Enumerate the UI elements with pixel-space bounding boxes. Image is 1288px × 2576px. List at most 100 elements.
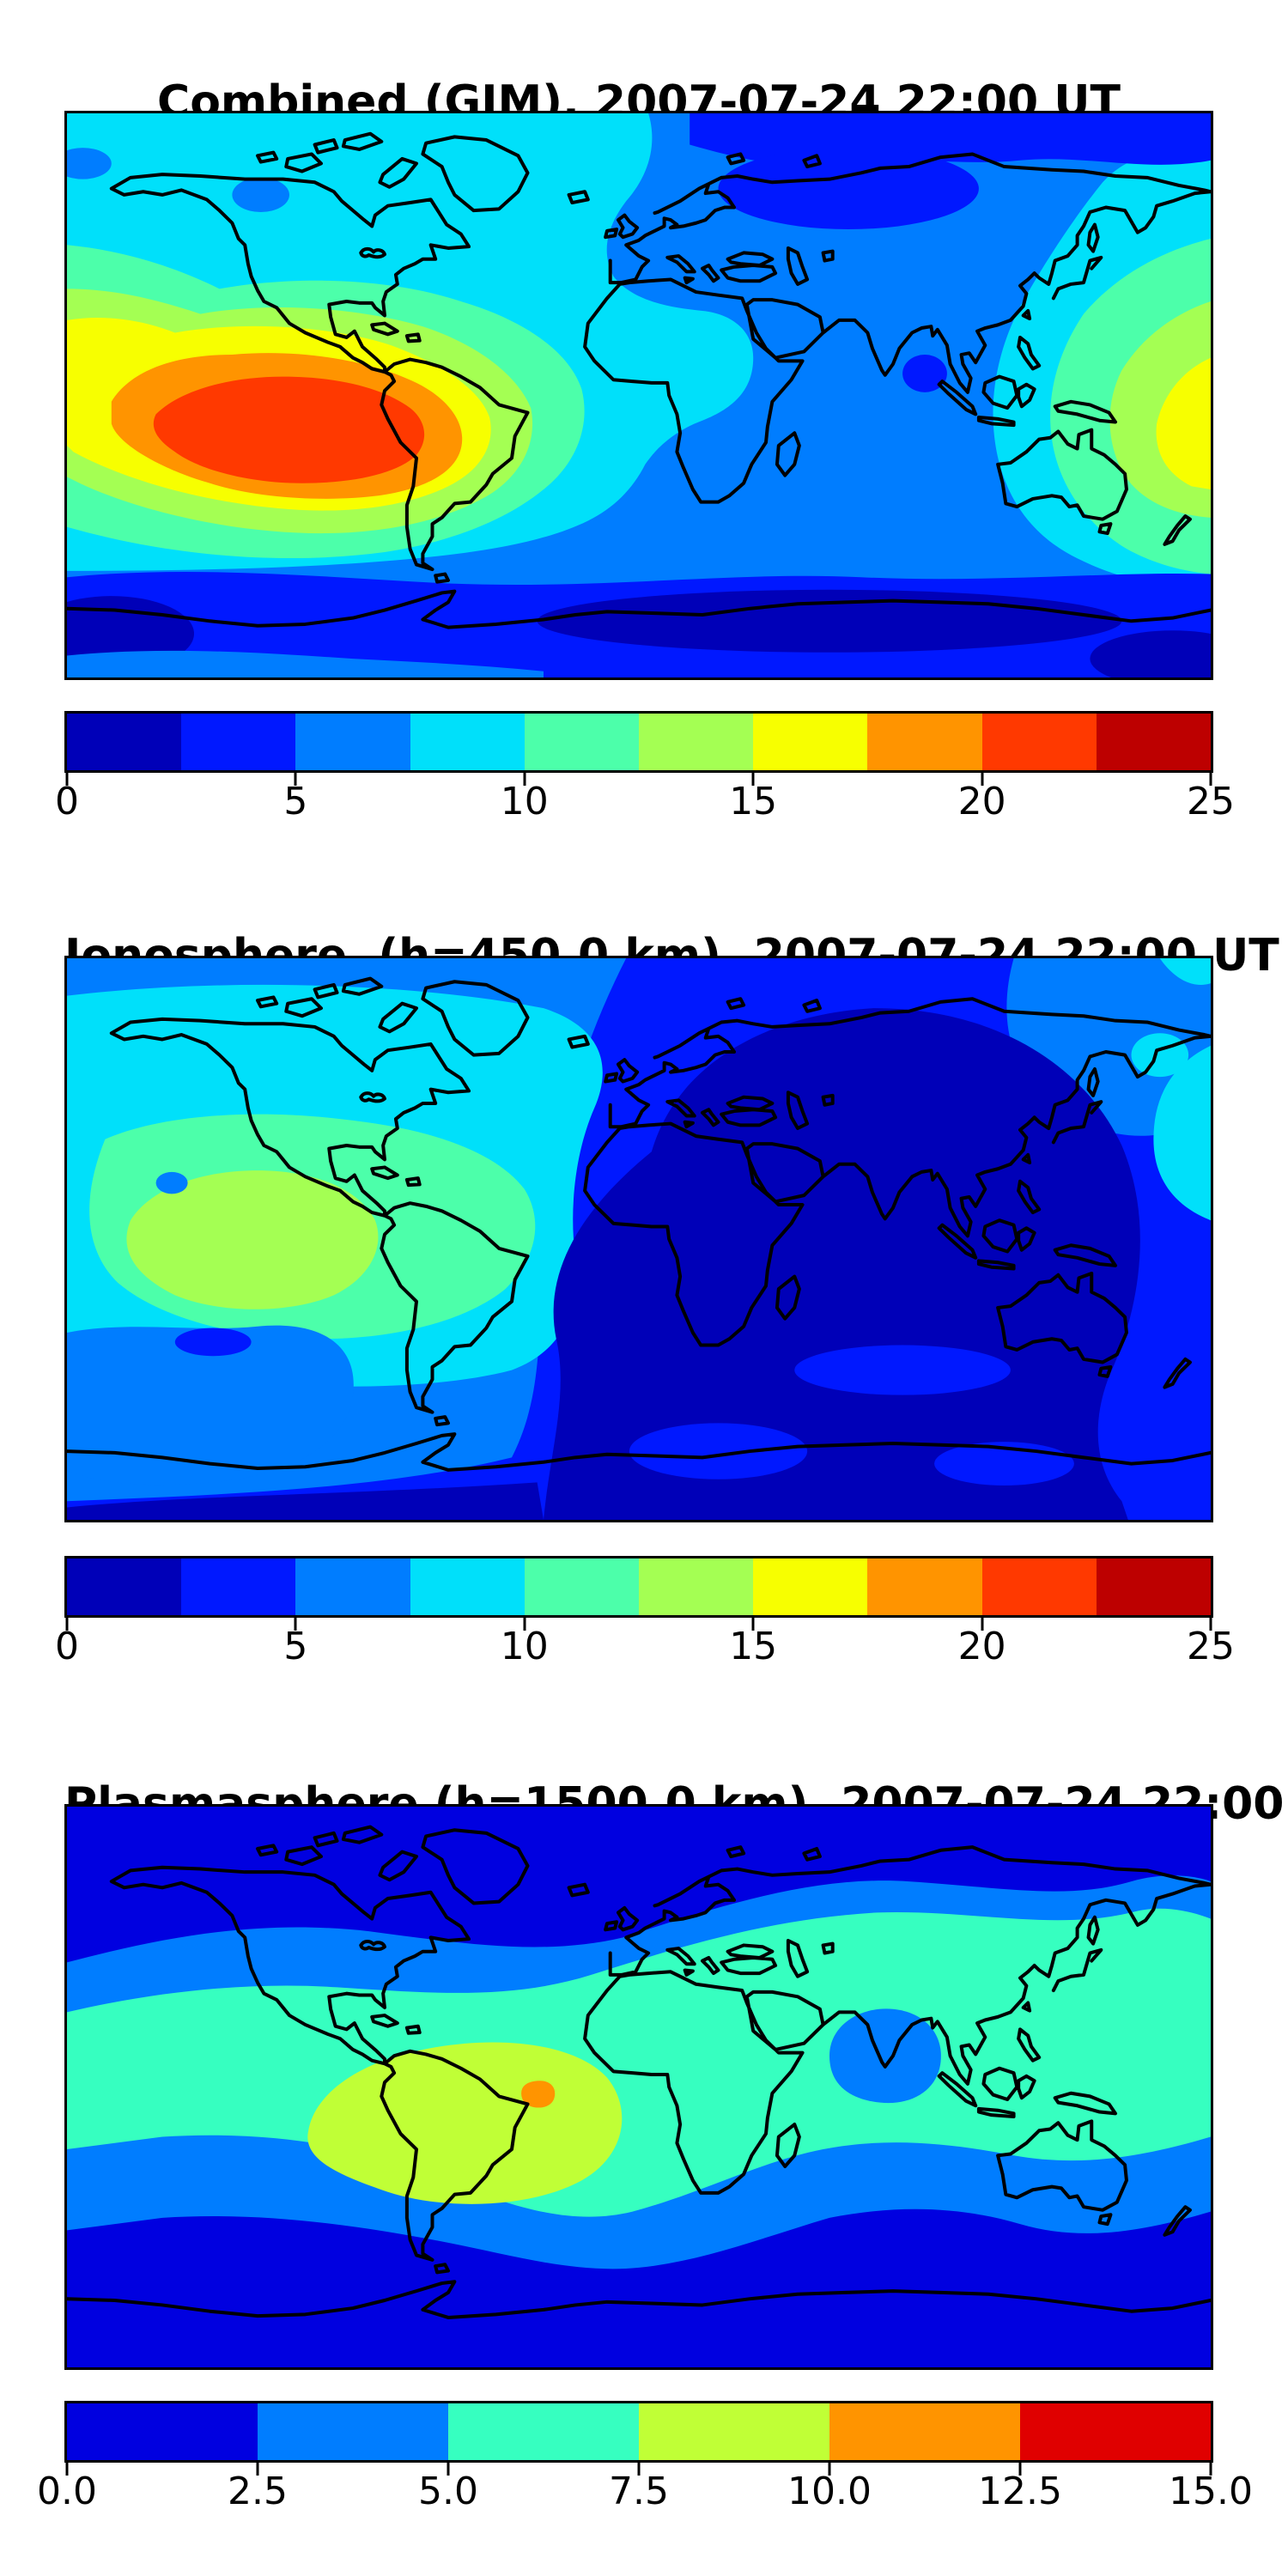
colorbar-tick-label: 5.0 bbox=[418, 2470, 478, 2513]
contour-region bbox=[794, 1345, 1011, 1395]
colorbar-segment bbox=[295, 714, 410, 770]
contour-region bbox=[718, 148, 979, 230]
colorbar-labels-plasmasphere: 0.0 2.5 5.0 7.5 10.0 12.5 15.0 bbox=[37, 2470, 1253, 2518]
colorbar-segment bbox=[295, 1558, 410, 1615]
colorbar-segment bbox=[981, 1558, 1097, 1615]
colorbar-tick bbox=[751, 773, 755, 786]
colorbar-tick-label: 0.0 bbox=[37, 2470, 97, 2513]
colorbar-segment bbox=[639, 1558, 754, 1615]
colorbar-tick bbox=[65, 2463, 69, 2476]
contour-region bbox=[67, 1482, 544, 1520]
contour-region bbox=[1153, 1045, 1211, 1221]
colorbar-tick bbox=[981, 773, 984, 786]
colorbar-segment bbox=[524, 714, 640, 770]
colorbar-tick-label: 15 bbox=[729, 780, 778, 823]
colorbar-combined bbox=[64, 711, 1213, 773]
colorbar-tick-label: 0 bbox=[55, 1625, 79, 1668]
colorbar-plasmasphere bbox=[64, 2401, 1213, 2463]
colorbar-segment bbox=[753, 714, 868, 770]
colorbar-segment bbox=[1096, 714, 1212, 770]
colorbar-tick-label: 10.0 bbox=[787, 2470, 872, 2513]
coastline-path bbox=[67, 134, 1211, 628]
colorbar-tick bbox=[1209, 2463, 1212, 2476]
colorbar-tick bbox=[981, 1618, 984, 1631]
colorbar-tick-label: 15.0 bbox=[1169, 2470, 1253, 2513]
contour-region bbox=[155, 1171, 188, 1194]
colorbar-tick bbox=[1018, 2463, 1022, 2476]
colorbar-segment bbox=[867, 1558, 982, 1615]
colorbar-segment bbox=[753, 1558, 868, 1615]
contour-region bbox=[174, 1327, 252, 1357]
colorbar-segment bbox=[1096, 1558, 1212, 1615]
contour-region bbox=[829, 2008, 941, 2104]
colorbar-labels-ionosphere: 0 5 10 15 20 25 bbox=[55, 1625, 1235, 1673]
colorbar-tick bbox=[256, 2463, 259, 2476]
colorbar-segment bbox=[981, 714, 1097, 770]
contour-region bbox=[67, 148, 112, 179]
colorbar-ticks-combined bbox=[65, 773, 1212, 787]
colorbar-segment bbox=[67, 714, 182, 770]
world-map-plasmasphere bbox=[67, 1807, 1211, 2367]
colorbar-segment bbox=[258, 2403, 448, 2460]
colorbar-segment bbox=[524, 1558, 640, 1615]
world-map-ionosphere bbox=[67, 958, 1211, 1520]
colorbar-tick-label: 15 bbox=[729, 1625, 778, 1668]
contour-region bbox=[1090, 630, 1211, 677]
colorbar-tick bbox=[751, 1618, 755, 1631]
colorbar-ionosphere bbox=[64, 1556, 1213, 1618]
colorbar-labels-combined: 0 5 10 15 20 25 bbox=[55, 780, 1235, 828]
colorbar-tick-label: 12.5 bbox=[978, 2470, 1062, 2513]
colorbar-segment bbox=[867, 714, 982, 770]
colorbar-tick-label: 25 bbox=[1187, 780, 1235, 823]
coastline-path bbox=[67, 979, 1211, 1470]
contour-region bbox=[153, 376, 425, 483]
contour-region bbox=[521, 2081, 556, 2108]
contour-region bbox=[232, 177, 289, 212]
contour-region bbox=[67, 1325, 354, 1485]
colorbar-tick-label: 7.5 bbox=[609, 2470, 669, 2513]
colorbar-segment bbox=[410, 714, 525, 770]
contour-region bbox=[537, 589, 1122, 653]
world-map-combined bbox=[67, 113, 1211, 677]
colorbar-tick bbox=[1209, 1618, 1212, 1631]
contour-region bbox=[1131, 1033, 1189, 1078]
colorbar-tick bbox=[1209, 773, 1212, 786]
colorbar-tick bbox=[65, 773, 69, 786]
contour-region bbox=[902, 355, 947, 392]
colorbar-tick-label: 20 bbox=[957, 780, 1006, 823]
contour-region bbox=[629, 1423, 808, 1479]
contour-region bbox=[126, 1170, 379, 1309]
contour-region bbox=[1159, 958, 1211, 985]
colorbar-tick bbox=[637, 2463, 641, 2476]
coastline-path bbox=[67, 1827, 1211, 2318]
colorbar-ticks-ionosphere bbox=[65, 1618, 1212, 1631]
colorbar-tick-label: 10 bbox=[500, 780, 549, 823]
colorbar-tick-label: 5 bbox=[283, 780, 308, 823]
colorbar-segment bbox=[448, 2403, 639, 2460]
colorbar-tick bbox=[65, 1618, 69, 1631]
map-plasmasphere bbox=[64, 1804, 1213, 2370]
colorbar-ticks-plasmasphere bbox=[65, 2463, 1212, 2476]
colorbar-tick-label: 2.5 bbox=[228, 2470, 288, 2513]
contour-region bbox=[67, 650, 544, 677]
colorbar-segment bbox=[410, 1558, 525, 1615]
map-ionosphere bbox=[64, 956, 1213, 1522]
colorbar-tick-label: 25 bbox=[1187, 1625, 1235, 1668]
colorbar-tick bbox=[447, 2463, 450, 2476]
colorbar-tick-label: 10 bbox=[500, 1625, 549, 1668]
colorbar-segment bbox=[67, 2403, 258, 2460]
colorbar-tick bbox=[523, 773, 526, 786]
colorbar-segment bbox=[639, 2403, 829, 2460]
colorbar-segment bbox=[1020, 2403, 1211, 2460]
colorbar-tick bbox=[294, 1618, 297, 1631]
colorbar-tick-label: 5 bbox=[283, 1625, 308, 1668]
colorbar-segment bbox=[829, 2403, 1020, 2460]
colorbar-segment bbox=[181, 1558, 296, 1615]
map-combined-gim bbox=[64, 111, 1213, 680]
colorbar-segment bbox=[639, 714, 754, 770]
colorbar-tick-label: 20 bbox=[957, 1625, 1006, 1668]
colorbar-tick bbox=[828, 2463, 831, 2476]
colorbar-segment bbox=[67, 1558, 182, 1615]
colorbar-tick bbox=[294, 773, 297, 786]
